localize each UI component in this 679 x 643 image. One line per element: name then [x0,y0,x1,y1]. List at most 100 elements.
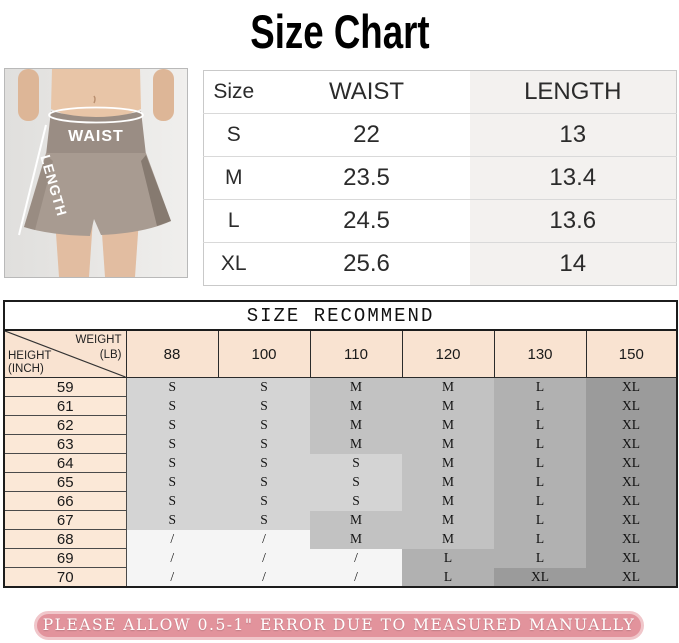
page-title-text: Size Chart [249,4,430,58]
shorts-right-shadow [141,155,171,226]
size-table-cell-waist: 22 [263,113,470,157]
recommend-table-title: SIZE RECOMMEND [2,300,679,331]
left-arm [18,69,39,121]
size-recommend-cell: XL [586,548,678,568]
size-table-cell-length: 13.4 [469,156,677,200]
recommend-row: 63 S S M M L XL [4,434,678,454]
size-table-cell-size: L [203,199,264,243]
size-recommend-cell: / [218,548,310,568]
size-recommend-cell: S [218,415,310,435]
right-arm [153,69,174,121]
size-recommend-cell: S [218,472,310,492]
corner-weight-unit: (LB) [99,349,122,361]
size-table-header-row: Size WAIST LENGTH [204,70,677,114]
size-recommend-cell: XL [586,396,678,416]
height-cell: 67 [4,510,127,530]
size-recommend-cell: L [494,377,586,397]
weight-column-header: 100 [217,329,311,378]
height-cell: 65 [4,472,127,492]
weight-column-header: 130 [493,329,587,378]
size-recommend-cell: XL [586,567,678,587]
size-recommend-cell: S [126,377,218,397]
torso [51,69,141,119]
size-recommend-cell: M [402,396,494,416]
recommend-row: 70// / L XL XL [4,567,678,588]
size-recommend-cell: S [126,434,218,454]
size-table-body: S 22 13 M 23.5 13.4 L 24.5 13.6 XL 25.6 14 [203,113,677,286]
size-recommend-cell: S [126,491,218,511]
size-table-cell-size: S [203,113,264,157]
size-recommend-cell: L [494,415,586,435]
size-table-cell-length: 14 [469,242,677,286]
size-recommend-cell: S [126,453,218,473]
size-recommend-cell: L [494,472,586,492]
size-table: Size WAIST LENGTH S 22 13 M 23.5 13.4 L 24.5 13.… [203,70,677,286]
size-recommend-cell: XL [494,567,586,587]
corner-header-cell: WEIGHT (LB) HEIGHT (INCH) [3,329,127,378]
size-recommend-cell: / [218,567,310,587]
size-recommend-cell: S [218,396,310,416]
size-recommend-cell: L [494,453,586,473]
size-table-cell-waist: 23.5 [263,156,470,200]
height-cell: 66 [4,491,127,511]
size-recommend-cell: / [310,567,402,587]
page-title: Size Chart [0,0,679,62]
size-recommend-cell: M [402,472,494,492]
size-recommend-cell: M [402,434,494,454]
shorts-body [24,153,171,236]
size-recommend-cell: L [494,491,586,511]
size-recommend-cell: XL [586,415,678,435]
size-recommend-cell: XL [586,453,678,473]
size-table-cell-size: M [203,156,264,200]
recommend-header-row: WEIGHT (LB) HEIGHT (INCH) 88 100 110 120 130… [3,329,678,378]
size-recommend-cell: S [310,453,402,473]
size-table-row: L 24.5 13.6 [203,199,677,243]
shorts-left-shadow [24,155,53,230]
weight-column-header: 110 [309,329,403,378]
size-recommend-cell: M [310,377,402,397]
size-recommend-cell: S [218,510,310,530]
size-recommend-cell: S [126,415,218,435]
product-photo: WAIST LENGTH [4,68,188,278]
size-table-row: M 23.5 13.4 [203,156,677,200]
size-recommend-cell: / [310,548,402,568]
size-recommend-cell: XL [586,472,678,492]
size-recommend-cell: XL [586,510,678,530]
size-recommend-cell: M [402,529,494,549]
height-cell: 59 [4,377,127,397]
size-recommend-cell: / [126,567,218,587]
size-recommend-cell: L [494,434,586,454]
size-recommend-cell: S [126,472,218,492]
recommend-row: 67 S S M M L XL [4,510,678,530]
corner-weight-label: WEIGHT [75,334,122,346]
size-recommend-cell: L [494,510,586,530]
height-cell: 68 [4,529,127,549]
product-photo-graphic: WAIST LENGTH [5,69,187,277]
size-table-cell-waist: 24.5 [263,199,470,243]
size-recommend-cell: S [126,396,218,416]
waist-measure-line [48,106,144,124]
corner-height-label: HEIGHT [8,350,52,362]
size-recommend-cell: S [310,491,402,511]
measure-error-banner: PLEASE ALLOW 0.5-1" ERROR DUE TO MEASURE… [34,611,644,640]
height-cell: 69 [4,548,127,568]
height-cell: 70 [4,567,127,588]
length-column-header: LENGTH [469,70,677,114]
size-recommend-cell: S [218,377,310,397]
size-recommend-cell: / [218,529,310,549]
weight-column-header: 120 [401,329,495,378]
height-cell: 61 [4,396,127,416]
size-recommend-cell: L [402,548,494,568]
size-table-cell-length: 13 [469,113,677,157]
recommend-row: 68// M M L XL [4,529,678,549]
size-recommend-cell: / [126,548,218,568]
height-cell: 63 [4,434,127,454]
size-recommend-cell: M [310,415,402,435]
size-recommend-cell: M [402,510,494,530]
size-recommend-cell: / [126,529,218,549]
size-recommend-cell: M [310,396,402,416]
length-measure-line [18,124,47,236]
size-recommend-cell: M [310,434,402,454]
size-recommend-cell: M [402,377,494,397]
